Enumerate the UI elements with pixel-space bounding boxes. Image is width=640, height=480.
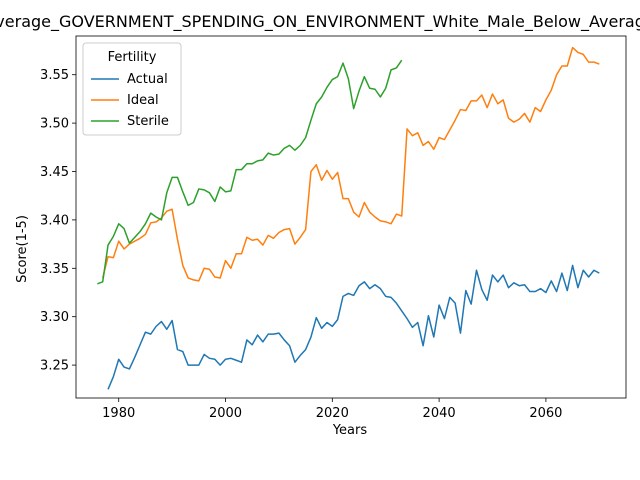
x-tick-label: 1980 (102, 406, 135, 421)
y-axis-label: Score(1-5) (15, 215, 30, 283)
legend: Fertility Actual Ideal Sterile (82, 42, 182, 136)
legend-box (82, 42, 182, 136)
legend-label-sterile: Sterile (127, 114, 169, 129)
x-tick-label: 2020 (316, 406, 349, 421)
x-tick-label: 2060 (529, 406, 562, 421)
series-line-ideal (101, 46, 600, 282)
x-tick-label: 2000 (209, 406, 242, 421)
plot-area (97, 46, 600, 390)
y-tick-label: 3.55 (40, 68, 69, 83)
chart-title: Average_GOVERNMENT_SPENDING_ON_ENVIRONME… (0, 12, 640, 32)
legend-title: Fertility (108, 50, 157, 65)
y-tick-label: 3.40 (40, 213, 69, 228)
y-tick-label: 3.30 (40, 310, 69, 325)
y-tick-label: 3.25 (40, 359, 69, 374)
y-tick-label: 3.45 (40, 165, 69, 180)
axes: 1980 2000 2020 2040 2060 3.25 3.30 3.35 3.40 3.45… (40, 35, 627, 421)
y-tick-label: 3.35 (40, 262, 69, 277)
legend-label-ideal: Ideal (127, 93, 159, 108)
y-tick-label: 3.50 (40, 117, 69, 132)
x-tick-label: 2040 (423, 406, 456, 421)
plot-frame (75, 35, 627, 399)
legend-label-actual: Actual (127, 72, 168, 87)
series-line-actual (107, 264, 600, 390)
series-line-sterile (97, 59, 403, 285)
x-axis-label: Years (332, 423, 368, 438)
